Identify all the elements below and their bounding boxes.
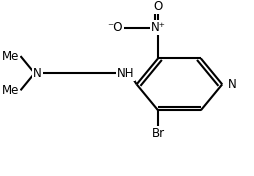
Text: O: O [153,1,163,14]
Text: Me: Me [2,84,19,97]
Text: N: N [33,67,42,80]
Text: N⁺: N⁺ [151,21,165,34]
Text: NH: NH [117,67,134,80]
Text: ⁻O: ⁻O [107,21,123,34]
Text: N: N [228,78,237,91]
Text: Br: Br [151,127,165,140]
Text: Me: Me [2,50,19,63]
